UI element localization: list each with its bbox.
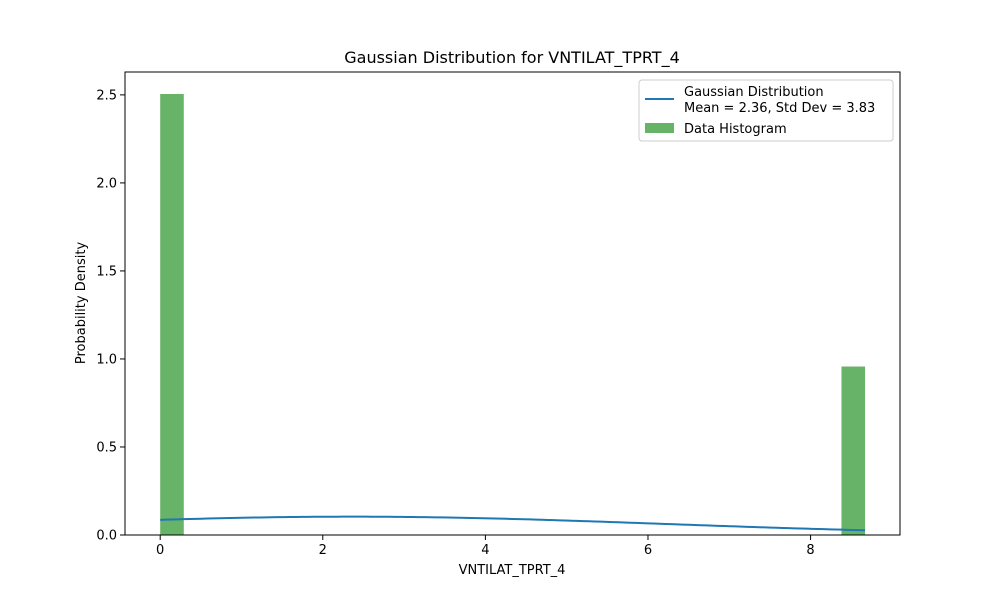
y-axis-ticks: 0.0 0.5 1.0 1.5 2.0 2.5 (96, 88, 125, 544)
y-tick-label: 1.5 (96, 264, 117, 279)
x-tick-label: 4 (481, 543, 489, 558)
x-axis-ticks: 0 2 4 6 8 (156, 535, 815, 558)
x-tick-label: 2 (319, 543, 327, 558)
y-tick-label: 0.5 (96, 440, 117, 455)
chart-title: Gaussian Distribution for VNTILAT_TPRT_4 (344, 48, 680, 68)
y-tick-label: 2.5 (96, 88, 117, 103)
legend-histogram-swatch (645, 123, 674, 133)
x-tick-label: 8 (806, 543, 814, 558)
x-tick-label: 0 (156, 543, 164, 558)
x-tick-label: 6 (644, 543, 652, 558)
y-tick-label: 2.0 (96, 176, 117, 191)
x-axis-label: VNTILAT_TPRT_4 (459, 563, 566, 578)
y-tick-label: 0.0 (96, 529, 117, 544)
legend-gaussian-stats: Mean = 2.36, Std Dev = 3.83 (684, 101, 875, 116)
y-tick-label: 1.0 (96, 352, 117, 367)
legend-gaussian-label: Gaussian Distribution (684, 85, 824, 100)
legend-box (638, 79, 894, 142)
legend: Gaussian Distribution Mean = 2.36, Std D… (638, 79, 894, 142)
histogram-bar-1 (841, 366, 866, 535)
gaussian-curve-layer (160, 515, 866, 532)
plot-frame (124, 71, 901, 536)
histogram-bars (160, 94, 866, 535)
y-axis-label: Probability Density (74, 242, 89, 365)
gaussian-curve (160, 515, 866, 532)
histogram-bar-0 (160, 94, 184, 535)
legend-histogram-label: Data Histogram (684, 122, 787, 137)
